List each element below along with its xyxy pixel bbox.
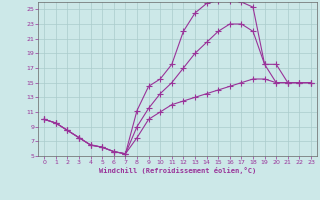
X-axis label: Windchill (Refroidissement éolien,°C): Windchill (Refroidissement éolien,°C) [99, 167, 256, 174]
